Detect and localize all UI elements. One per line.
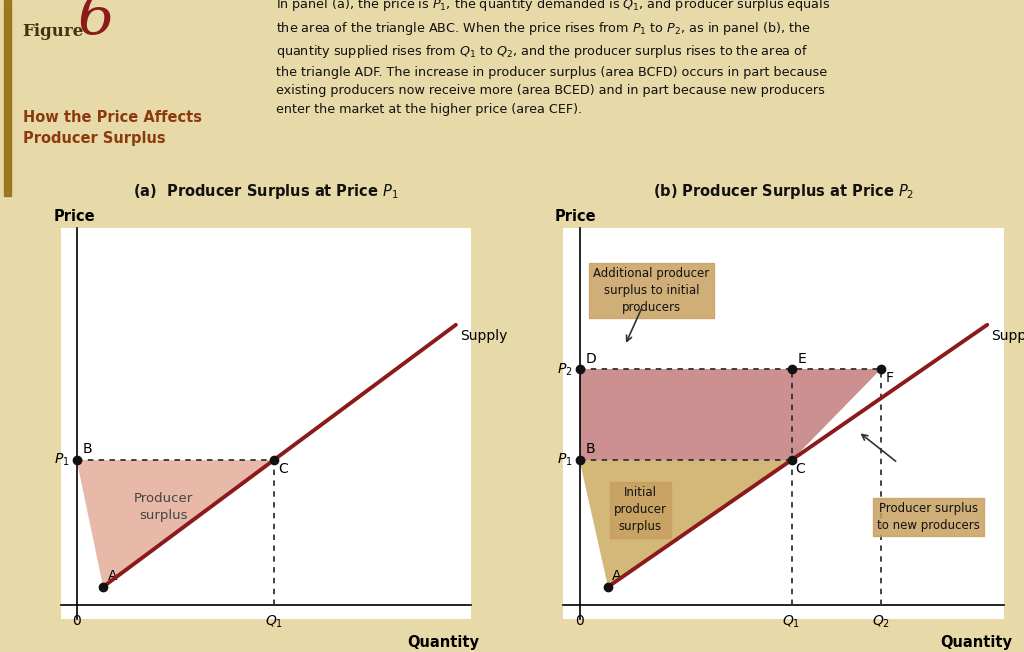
Text: F: F [886, 371, 894, 385]
Text: Producer
surplus: Producer surplus [134, 492, 194, 522]
Text: $P_2$: $P_2$ [557, 361, 572, 378]
Text: In panel (a), the price is $P_1$, the quantity demanded is $Q_1$, and producer s: In panel (a), the price is $P_1$, the qu… [276, 0, 830, 116]
Polygon shape [792, 370, 882, 460]
Polygon shape [77, 460, 273, 587]
Text: $P_1$: $P_1$ [54, 452, 70, 468]
Text: (b) Producer Surplus at Price $P_2$: (b) Producer Surplus at Price $P_2$ [652, 182, 914, 201]
Text: Quantity: Quantity [408, 635, 479, 650]
Text: B: B [82, 441, 92, 456]
Bar [4, 0, 11, 196]
Polygon shape [580, 370, 792, 460]
Text: C: C [279, 462, 288, 476]
Text: Figure: Figure [23, 23, 84, 40]
Text: (a)  Producer Surplus at Price $P_1$: (a) Producer Surplus at Price $P_1$ [133, 182, 399, 201]
Text: $Q_2$: $Q_2$ [872, 614, 890, 630]
Text: 0: 0 [575, 614, 584, 628]
Text: Initial
producer
surplus: Initial producer surplus [613, 486, 667, 533]
Text: Price: Price [53, 209, 95, 224]
Text: Price: Price [554, 209, 596, 224]
Text: Supply: Supply [460, 329, 507, 343]
Text: 0: 0 [73, 614, 81, 628]
Text: Additional producer
surplus to initial
producers: Additional producer surplus to initial p… [593, 267, 710, 314]
Text: $P_1$: $P_1$ [557, 452, 572, 468]
Text: D: D [586, 352, 596, 366]
Text: $Q_1$: $Q_1$ [265, 614, 283, 630]
Text: C: C [796, 462, 805, 476]
Text: How the Price Affects
Producer Surplus: How the Price Affects Producer Surplus [23, 110, 202, 145]
Text: $Q_1$: $Q_1$ [782, 614, 801, 630]
Text: 6: 6 [77, 0, 114, 47]
Text: A: A [612, 569, 622, 583]
Text: Producer surplus
to new producers: Producer surplus to new producers [878, 502, 980, 532]
Text: Quantity: Quantity [940, 635, 1013, 650]
Text: Supply: Supply [991, 329, 1024, 343]
Text: A: A [108, 569, 117, 583]
Text: B: B [586, 443, 595, 456]
Text: E: E [798, 352, 806, 366]
Polygon shape [580, 460, 792, 587]
